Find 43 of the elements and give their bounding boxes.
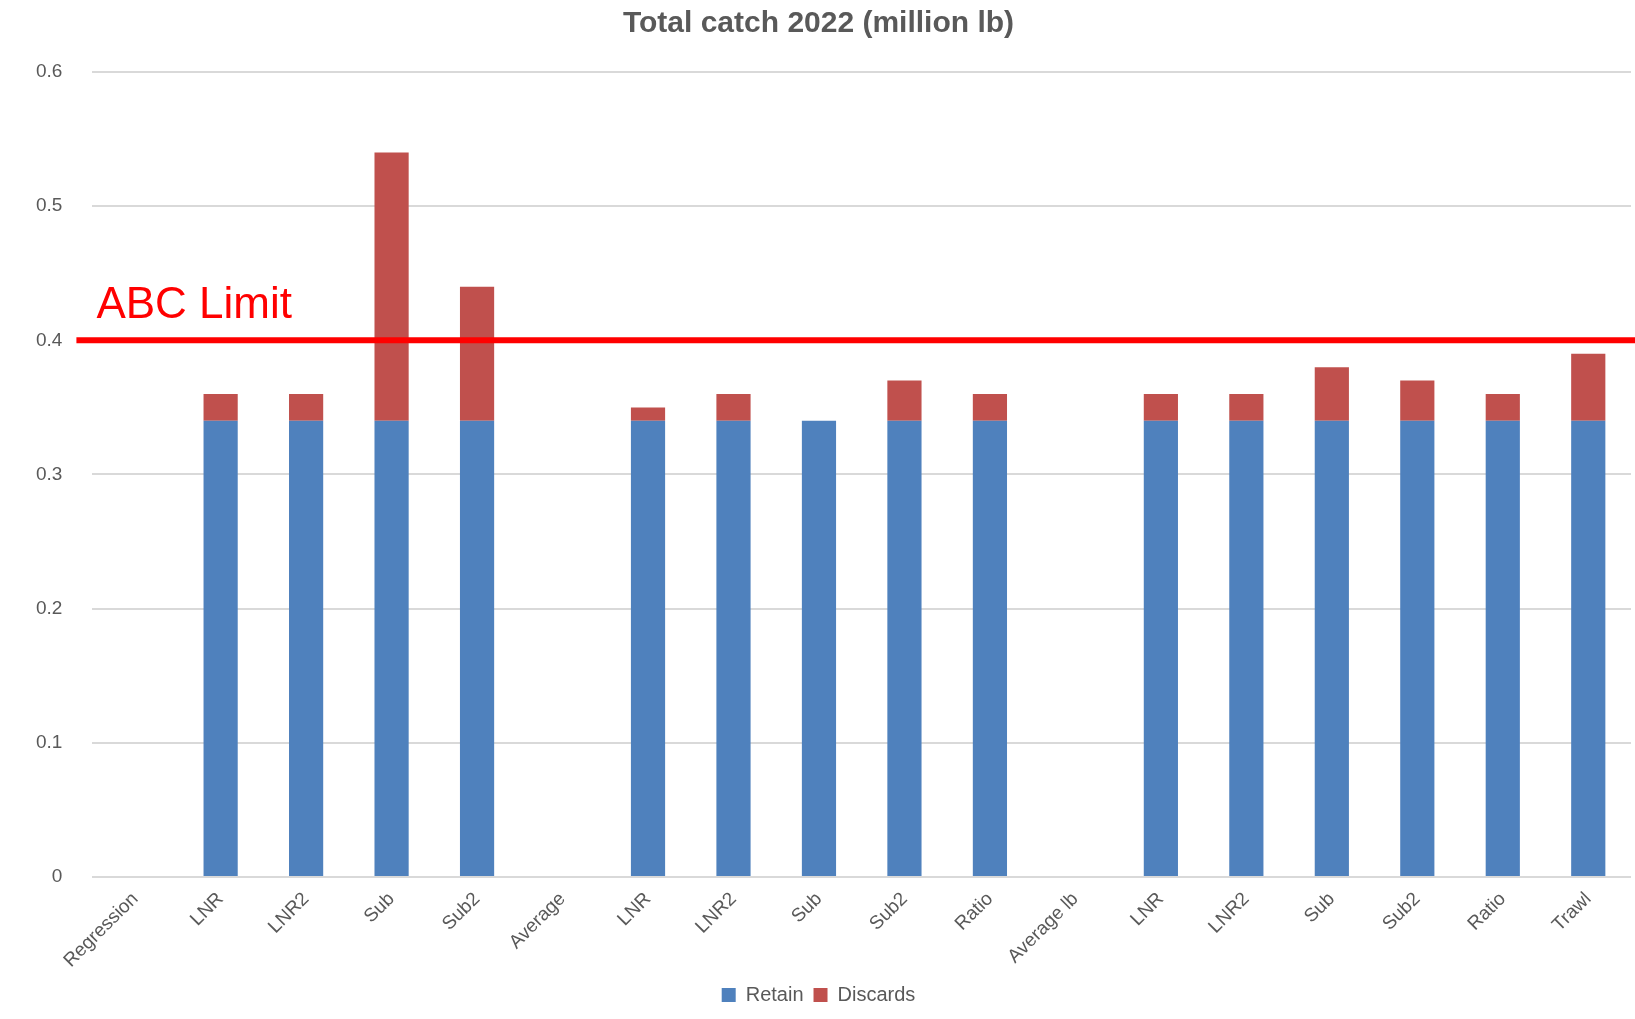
chart-title: Total catch 2022 (million lb) [622,5,1015,39]
bar [289,393,324,421]
bar [1571,420,1606,876]
legend-label: Retain [745,982,804,1005]
bar [289,420,324,876]
bar [1485,393,1520,421]
y-tick-label: 0.4 [35,328,63,350]
bar [203,420,238,876]
bar [630,420,666,876]
y-tick-label: 0.3 [35,462,63,484]
bar [716,420,751,876]
y-tick-label: 0 [51,865,63,887]
bar [972,420,1008,876]
bar [459,420,495,876]
bar [887,420,922,876]
bar [459,286,495,421]
y-tick-label: 0.1 [35,731,63,752]
bar [716,393,751,421]
x-tick-label: Sub [359,887,399,927]
legend-label: Discards [837,982,916,1005]
bar [887,380,922,421]
bar [1143,393,1178,421]
bar [801,420,837,876]
bar [203,393,238,421]
bar [1571,353,1606,421]
x-tick-label: Sub [786,887,826,927]
bar [374,152,409,421]
bar [972,393,1008,421]
bar [1485,420,1520,876]
y-tick-label: 0.5 [35,194,63,216]
x-tick-label: Sub [1299,887,1339,927]
bar [1314,367,1349,421]
ref-line-label: ABC Limit [96,278,293,328]
bar [1400,420,1435,876]
bar [374,420,409,876]
bar [1400,380,1435,421]
bar [1229,393,1264,421]
y-tick-label: 0.2 [35,596,63,618]
bar [1314,420,1349,876]
bar [1143,420,1178,876]
bar [1229,420,1264,876]
bar [630,407,666,421]
y-tick-label: 0.6 [35,60,63,82]
